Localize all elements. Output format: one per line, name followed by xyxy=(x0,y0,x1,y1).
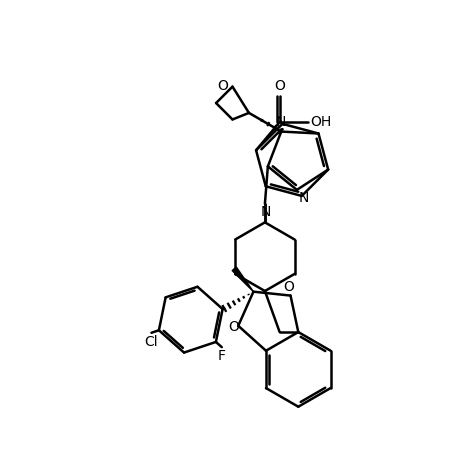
Text: O: O xyxy=(274,78,285,93)
Polygon shape xyxy=(232,267,253,292)
Text: O: O xyxy=(282,280,294,294)
Text: N: N xyxy=(275,115,286,129)
Text: F: F xyxy=(217,349,225,363)
Text: N: N xyxy=(298,191,308,205)
Text: Cl: Cl xyxy=(144,335,158,349)
Text: OH: OH xyxy=(309,115,331,129)
Text: O: O xyxy=(217,78,228,93)
Text: O: O xyxy=(227,320,238,334)
Text: N: N xyxy=(260,205,270,219)
